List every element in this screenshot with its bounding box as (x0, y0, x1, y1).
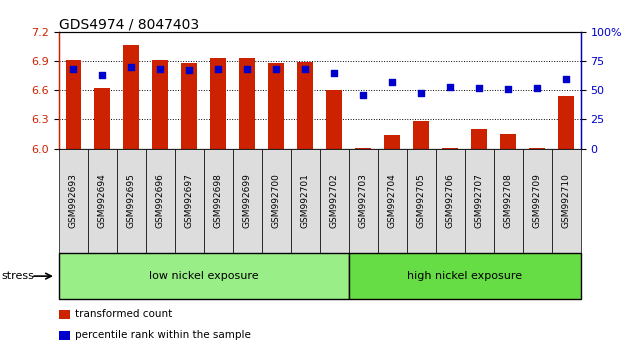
FancyBboxPatch shape (59, 253, 349, 299)
Bar (268, 63, 284, 149)
Text: GSM992706: GSM992706 (446, 173, 455, 228)
Point (358, 92, 368, 98)
Bar (211, 58, 226, 149)
Text: GSM992697: GSM992697 (185, 173, 194, 228)
FancyBboxPatch shape (88, 149, 117, 253)
Bar (414, 121, 429, 149)
FancyBboxPatch shape (523, 149, 551, 253)
Bar (124, 45, 139, 149)
Text: low nickel exposure: low nickel exposure (149, 271, 259, 281)
FancyBboxPatch shape (349, 253, 581, 299)
FancyBboxPatch shape (436, 149, 465, 253)
FancyBboxPatch shape (233, 149, 262, 253)
FancyBboxPatch shape (551, 149, 581, 253)
FancyBboxPatch shape (320, 149, 349, 253)
Text: percentile rank within the sample: percentile rank within the sample (75, 330, 251, 341)
Bar (355, 148, 371, 149)
FancyBboxPatch shape (59, 310, 70, 319)
FancyBboxPatch shape (407, 149, 436, 253)
Text: GSM992709: GSM992709 (533, 173, 542, 228)
FancyBboxPatch shape (465, 149, 494, 253)
Text: GSM992700: GSM992700 (272, 173, 281, 228)
Bar (152, 60, 168, 149)
FancyBboxPatch shape (349, 149, 378, 253)
Text: GSM992698: GSM992698 (214, 173, 223, 228)
Point (503, 86, 513, 92)
Bar (384, 135, 400, 149)
Point (416, 90, 426, 96)
Point (388, 79, 397, 85)
Point (68, 67, 78, 72)
Text: GSM992693: GSM992693 (69, 173, 78, 228)
FancyBboxPatch shape (378, 149, 407, 253)
FancyBboxPatch shape (117, 149, 146, 253)
Bar (471, 129, 487, 149)
Bar (442, 148, 458, 149)
Bar (94, 88, 111, 149)
Point (474, 85, 484, 91)
Point (301, 67, 310, 72)
Bar (327, 90, 342, 149)
Text: stress: stress (1, 271, 34, 281)
FancyBboxPatch shape (59, 149, 88, 253)
Text: GSM992710: GSM992710 (561, 173, 571, 228)
Point (214, 67, 224, 72)
Bar (181, 63, 197, 149)
Text: GSM992694: GSM992694 (98, 173, 107, 228)
Bar (501, 134, 516, 149)
Point (561, 76, 571, 81)
Point (532, 85, 542, 91)
FancyBboxPatch shape (494, 149, 523, 253)
Text: GSM992708: GSM992708 (504, 173, 513, 228)
Bar (66, 60, 81, 149)
Point (97, 72, 107, 78)
Text: GSM992701: GSM992701 (301, 173, 310, 228)
Text: GSM992695: GSM992695 (127, 173, 136, 228)
Point (329, 70, 339, 76)
FancyBboxPatch shape (175, 149, 204, 253)
Bar (529, 148, 545, 149)
FancyBboxPatch shape (291, 149, 320, 253)
Text: GDS4974 / 8047403: GDS4974 / 8047403 (59, 18, 199, 32)
Point (155, 67, 165, 72)
FancyBboxPatch shape (59, 331, 70, 340)
Text: GSM992702: GSM992702 (330, 173, 339, 228)
FancyBboxPatch shape (262, 149, 291, 253)
Text: GSM992703: GSM992703 (359, 173, 368, 228)
Text: GSM992707: GSM992707 (474, 173, 484, 228)
Text: high nickel exposure: high nickel exposure (407, 271, 522, 281)
Point (271, 67, 281, 72)
Bar (558, 96, 574, 149)
Text: GSM992705: GSM992705 (417, 173, 426, 228)
Point (445, 84, 455, 90)
Text: GSM992699: GSM992699 (243, 173, 252, 228)
Point (242, 67, 252, 72)
Text: GSM992704: GSM992704 (388, 173, 397, 228)
FancyBboxPatch shape (146, 149, 175, 253)
Point (184, 68, 194, 73)
Bar (297, 62, 313, 149)
FancyBboxPatch shape (204, 149, 233, 253)
Text: GSM992696: GSM992696 (156, 173, 165, 228)
Bar (239, 58, 255, 149)
Point (127, 64, 137, 70)
Text: transformed count: transformed count (75, 309, 173, 319)
